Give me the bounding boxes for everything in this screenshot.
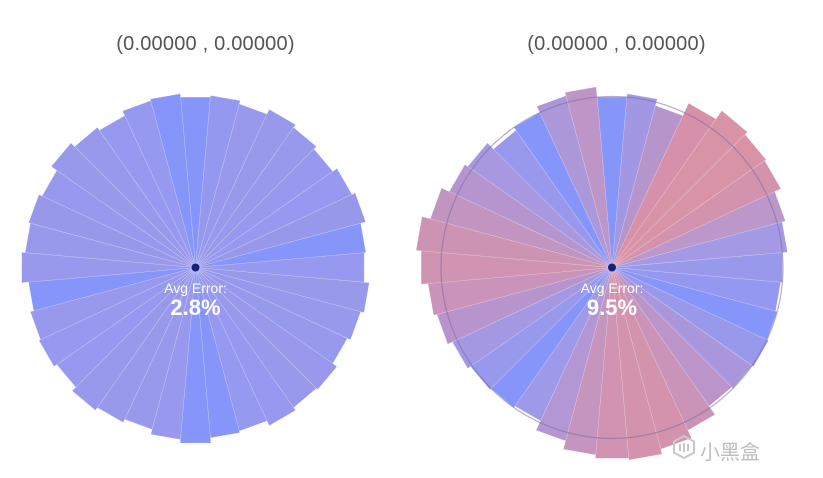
wedge [562,267,613,456]
wedge-group [21,93,370,444]
radial-diagram: Avg Error: 2.8% [21,93,370,444]
avg-error-value: 9.5% [587,295,637,320]
watermark-logo-icon [673,434,695,460]
wedge [149,93,196,268]
avg-error-title: Avg Error: [581,280,644,296]
wedge [56,267,196,388]
reference-circle [440,95,784,440]
left-panel: (0.00000 , 0.00000) Avg Error: 2.8% [0,0,411,478]
wedge [122,100,196,268]
right-panel: (0.00000 , 0.00000) Avg Error: 9.5% [411,0,822,478]
wedge [195,222,367,268]
wedge [611,267,716,431]
wedge [429,187,613,268]
wedge [124,267,196,430]
wedge [195,108,296,268]
avg-error-title: Avg Error: [164,280,227,296]
wedge [195,95,241,268]
wedge [195,267,317,409]
wedge [195,267,370,314]
watermark-text: 小黑盒 [700,440,760,464]
wedge [71,267,196,411]
wedge [493,129,613,268]
avg-error-value: 2.8% [170,295,220,320]
wedge [195,148,334,268]
wedge [611,110,748,268]
center-dot [608,263,616,272]
wedge [195,192,367,268]
wedge [180,96,211,268]
wedge [28,194,196,268]
wedge [596,96,628,268]
wedge [564,86,613,268]
wedge [535,267,613,442]
wedge [611,93,658,268]
wedge [536,95,613,268]
radial-diagram: Avg Error: 9.5% [415,86,788,461]
wedge [611,267,769,367]
coordinate-label: (0.00000 , 0.00000) [527,33,706,55]
wedge [451,267,613,369]
wedge [420,250,613,285]
wedge [29,267,196,341]
wedge [611,267,663,461]
wedge [195,252,365,283]
center-dot [191,263,200,272]
wedge [611,221,788,268]
wedge [513,112,613,268]
wedge [470,267,613,391]
wedge [28,267,196,312]
coordinate-label: (0.00000 , 0.00000) [116,33,295,55]
wedge [195,267,268,432]
wedge-group [415,86,788,461]
wedge [427,267,613,316]
